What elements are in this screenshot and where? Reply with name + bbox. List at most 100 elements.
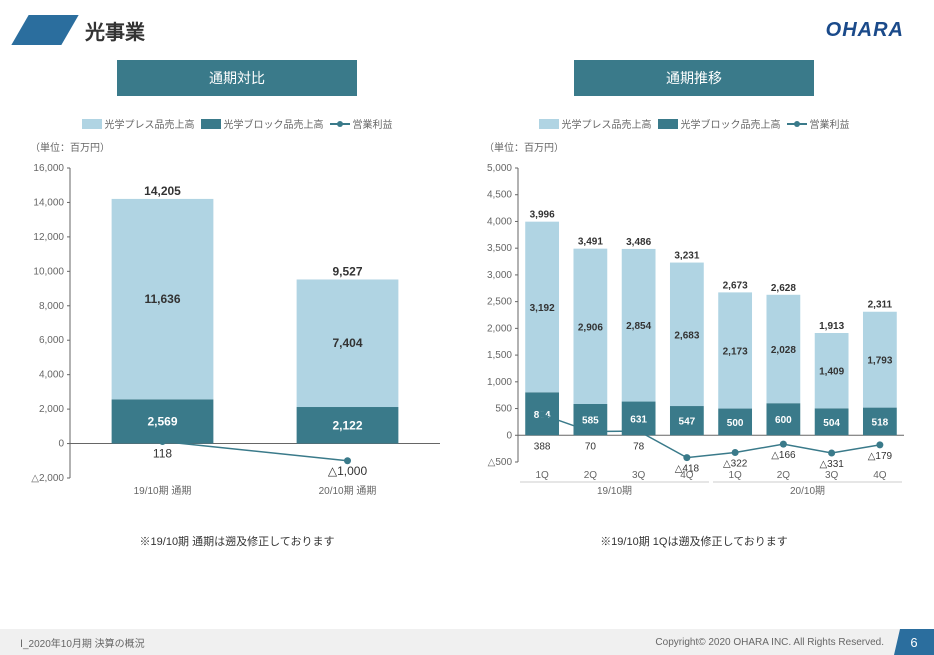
svg-text:2,173: 2,173	[723, 346, 748, 357]
header: 光事業 OHARA	[0, 0, 934, 50]
svg-text:585: 585	[582, 416, 599, 427]
svg-text:11,636: 11,636	[144, 292, 180, 306]
svg-text:0: 0	[506, 430, 512, 441]
svg-text:2,906: 2,906	[578, 322, 603, 333]
page-number: 6	[894, 629, 934, 655]
svg-text:2,000: 2,000	[487, 323, 512, 334]
svg-text:3,491: 3,491	[578, 237, 603, 248]
svg-text:2Q: 2Q	[584, 470, 598, 481]
svg-text:1,913: 1,913	[819, 321, 844, 332]
svg-text:△166: △166	[771, 450, 796, 461]
svg-text:7,404: 7,404	[332, 336, 362, 350]
swatch-dark-icon	[201, 119, 221, 129]
legend-label: 光学プレス品売上高	[562, 116, 652, 131]
svg-text:14,205: 14,205	[144, 184, 181, 198]
svg-text:1,409: 1,409	[819, 367, 844, 378]
svg-text:3Q: 3Q	[825, 470, 839, 481]
svg-text:5,000: 5,000	[487, 163, 512, 174]
svg-text:3,500: 3,500	[487, 243, 512, 254]
legend-item-press: 光学プレス品売上高	[539, 116, 652, 131]
legend-label: 光学ブロック品売上高	[681, 116, 781, 131]
svg-text:0: 0	[58, 439, 64, 450]
line-marker-icon	[787, 123, 807, 125]
note-right: ※19/10期 1Qは遡及修正しております	[474, 533, 914, 549]
svg-text:70: 70	[585, 441, 597, 452]
svg-text:2,122: 2,122	[332, 418, 362, 432]
svg-text:4Q: 4Q	[680, 470, 694, 481]
svg-text:4,500: 4,500	[487, 190, 512, 201]
panel-left: 通期対比 光学プレス品売上高 光学ブロック品売上高 営業利益 （単位：百万円） …	[20, 60, 454, 549]
svg-text:10,000: 10,000	[33, 266, 64, 277]
svg-text:△500: △500	[488, 457, 513, 468]
svg-text:14,000: 14,000	[33, 197, 64, 208]
svg-text:78: 78	[633, 441, 645, 452]
svg-text:3Q: 3Q	[632, 470, 646, 481]
legend-label: 光学プレス品売上高	[105, 116, 195, 131]
svg-text:20/10期: 20/10期	[790, 485, 825, 497]
legend-label: 光学ブロック品売上高	[224, 116, 324, 131]
panel-right-title: 通期推移	[574, 60, 814, 96]
unit-label-left: （単位：百万円）	[30, 139, 454, 154]
svg-text:504: 504	[823, 418, 840, 429]
legend-item-block: 光学ブロック品売上高	[658, 116, 781, 131]
svg-text:16,000: 16,000	[33, 163, 64, 174]
svg-text:2,628: 2,628	[771, 283, 796, 294]
svg-text:2Q: 2Q	[777, 470, 791, 481]
svg-text:1,793: 1,793	[867, 356, 892, 367]
chart-left: 16,00014,00012,00010,0008,0006,0004,0002…	[20, 158, 454, 523]
svg-text:388: 388	[534, 441, 551, 452]
svg-text:518: 518	[872, 417, 889, 428]
svg-text:600: 600	[775, 415, 792, 426]
svg-text:3,000: 3,000	[487, 270, 512, 281]
svg-text:1,000: 1,000	[487, 377, 512, 388]
svg-text:4,000: 4,000	[487, 216, 512, 227]
panel-left-title: 通期対比	[117, 60, 357, 96]
legend-label: 営業利益	[353, 116, 393, 131]
svg-text:2,311: 2,311	[868, 300, 893, 311]
panels: 通期対比 光学プレス品売上高 光学ブロック品売上高 営業利益 （単位：百万円） …	[0, 50, 934, 549]
line-marker-icon	[330, 123, 350, 125]
svg-text:1Q: 1Q	[728, 470, 742, 481]
footer-left: Ⅰ_2020年10月期 決算の概況	[20, 635, 655, 650]
svg-text:1,500: 1,500	[487, 350, 512, 361]
svg-text:9,527: 9,527	[332, 264, 362, 278]
logo: OHARA	[826, 19, 904, 42]
header-accent	[11, 15, 78, 45]
svg-text:3,486: 3,486	[626, 237, 651, 248]
svg-text:6,000: 6,000	[39, 335, 64, 346]
svg-text:△322: △322	[723, 458, 748, 469]
svg-text:3,192: 3,192	[530, 303, 555, 314]
unit-label-right: （単位：百万円）	[484, 139, 914, 154]
svg-text:20/10期 通期: 20/10期 通期	[319, 485, 377, 497]
panel-right: 通期推移 光学プレス品売上高 光学ブロック品売上高 営業利益 （単位：百万円） …	[474, 60, 914, 549]
copyright: Copyright© 2020 OHARA INC. All Rights Re…	[655, 637, 894, 648]
swatch-light-icon	[82, 119, 102, 129]
svg-text:△2,000: △2,000	[31, 473, 64, 484]
header-left: 光事業	[20, 15, 145, 45]
svg-text:△331: △331	[819, 459, 844, 470]
svg-text:2,854: 2,854	[626, 321, 651, 332]
chart-right: 5,000 4,500 4,000 3,500 3,000 2,500 2,000 1,500…	[474, 158, 914, 523]
svg-text:3,231: 3,231	[674, 251, 699, 262]
svg-text:2,569: 2,569	[147, 414, 177, 428]
svg-text:19/10期: 19/10期	[597, 485, 632, 497]
svg-text:2,500: 2,500	[487, 297, 512, 308]
svg-text:2,673: 2,673	[723, 280, 748, 291]
legend-item-profit: 営業利益	[330, 116, 393, 131]
svg-text:2,028: 2,028	[771, 345, 796, 356]
svg-text:2,000: 2,000	[39, 404, 64, 415]
swatch-light-icon	[539, 119, 559, 129]
legend-item-block: 光学ブロック品売上高	[201, 116, 324, 131]
svg-text:3,996: 3,996	[530, 210, 555, 221]
note-left: ※19/10期 通期は遡及修正しております	[20, 533, 454, 549]
legend-left: 光学プレス品売上高 光学ブロック品売上高 営業利益	[20, 116, 454, 131]
footer: Ⅰ_2020年10月期 決算の概況 Copyright© 2020 OHARA …	[0, 629, 934, 655]
svg-text:547: 547	[679, 417, 696, 428]
svg-text:500: 500	[727, 418, 744, 429]
legend-right: 光学プレス品売上高 光学ブロック品売上高 営業利益	[474, 116, 914, 131]
svg-text:631: 631	[630, 414, 647, 425]
svg-text:△1,000: △1,000	[328, 464, 368, 478]
svg-text:12,000: 12,000	[33, 232, 64, 243]
svg-text:△179: △179	[868, 451, 893, 462]
svg-text:500: 500	[495, 404, 512, 415]
